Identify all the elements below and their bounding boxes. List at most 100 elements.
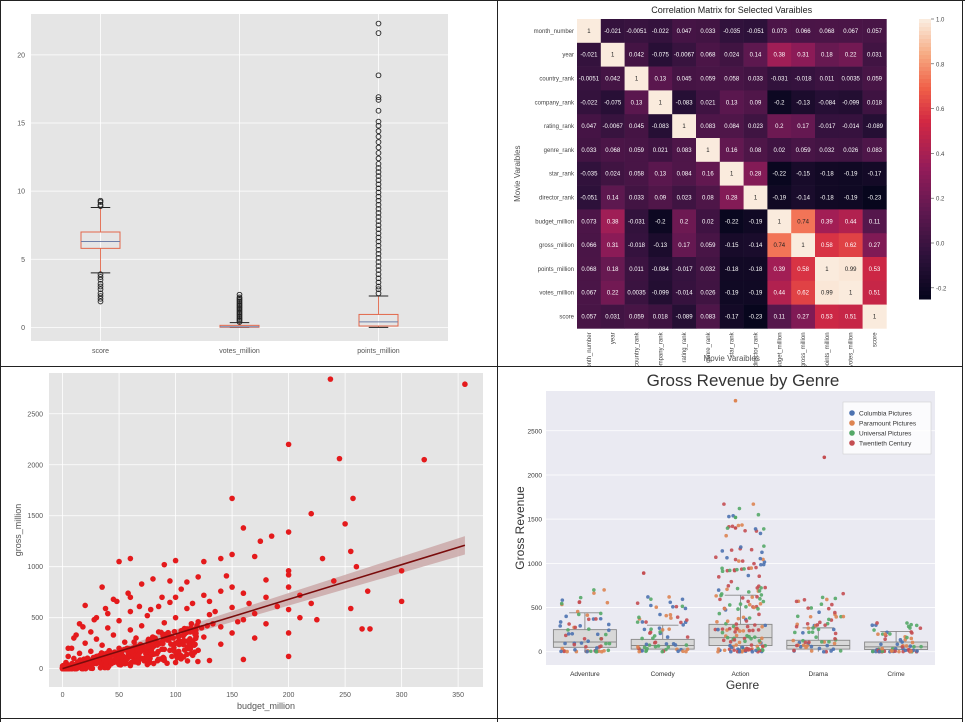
strip-point bbox=[737, 640, 742, 645]
strip-point bbox=[803, 640, 808, 645]
y-tick-label: 0 bbox=[21, 325, 25, 332]
scatter-point bbox=[201, 558, 207, 565]
strip-point bbox=[734, 643, 739, 647]
y-tick-label: 20 bbox=[17, 52, 25, 59]
scatter-point bbox=[421, 456, 428, 463]
heatmap-cell-value: 0.14 bbox=[607, 196, 619, 202]
strip-point bbox=[606, 648, 611, 653]
strip-point bbox=[910, 640, 915, 645]
heatmap-cell bbox=[648, 304, 673, 329]
heatmap-cell bbox=[743, 19, 768, 44]
scatter-point bbox=[251, 553, 258, 560]
legend-marker bbox=[849, 430, 855, 436]
outlier-point bbox=[97, 271, 104, 278]
strip-point bbox=[763, 623, 768, 628]
strip-point bbox=[666, 645, 671, 649]
heatmap-cell bbox=[577, 304, 602, 329]
outlier-point bbox=[97, 197, 104, 204]
strip-point bbox=[821, 649, 826, 654]
strip-point bbox=[760, 644, 765, 649]
scatter-point bbox=[350, 495, 356, 502]
heatmap-cell-value: 0.31 bbox=[797, 53, 809, 59]
strip-point bbox=[814, 635, 818, 639]
heatmap-cell-value: 0.39 bbox=[821, 219, 833, 225]
heatmap-cell-value: 0.045 bbox=[677, 77, 693, 83]
strip-point bbox=[754, 565, 758, 570]
strip-point bbox=[751, 628, 755, 633]
strip-point bbox=[585, 613, 590, 617]
col-tick-label: country_rank bbox=[635, 331, 641, 366]
heatmap-cell bbox=[719, 233, 744, 258]
heatmap-cell-value: -0.18 bbox=[749, 267, 763, 273]
outlier-point bbox=[97, 290, 104, 297]
heatmap-cell bbox=[767, 209, 792, 234]
heatmap-cell-value: -0.031 bbox=[628, 219, 646, 225]
heatmap-cell-value: 0.2 bbox=[775, 124, 784, 130]
colorbar-segment bbox=[919, 163, 931, 168]
heatmap-cell bbox=[862, 280, 887, 305]
colorbar-segment bbox=[919, 159, 931, 164]
strip-point bbox=[567, 622, 571, 626]
strip-point bbox=[740, 649, 744, 654]
colorbar-segment bbox=[919, 55, 931, 60]
scatter-point bbox=[104, 610, 111, 617]
strip-point bbox=[727, 626, 732, 631]
heatmap-cell bbox=[696, 304, 721, 329]
heatmap-cell bbox=[719, 280, 744, 305]
strip-point bbox=[746, 599, 750, 604]
scatter-point bbox=[121, 639, 128, 645]
scatter-point bbox=[170, 635, 177, 641]
strip-point bbox=[716, 647, 721, 651]
outlier-point bbox=[236, 294, 243, 301]
strip-point bbox=[635, 601, 640, 605]
heatmap-cell bbox=[791, 257, 816, 282]
heatmap-cell-value: -0.021 bbox=[604, 29, 622, 35]
scatter-point bbox=[240, 656, 247, 663]
scatter-point bbox=[161, 619, 168, 626]
strip-point bbox=[720, 549, 725, 553]
scatter-point bbox=[181, 647, 188, 653]
heatmap-cell-value: -0.2 bbox=[655, 219, 666, 225]
heatmap-cell bbox=[815, 280, 840, 305]
heatmap-cell bbox=[838, 161, 863, 186]
heatmap-cell-value: 0.2 bbox=[680, 219, 689, 225]
x-axis-label: Movie Varaibles bbox=[704, 354, 760, 363]
strip-point bbox=[750, 595, 755, 599]
x-tick-label: Drama bbox=[809, 671, 829, 678]
scatter-point bbox=[234, 618, 241, 625]
strip-point bbox=[733, 557, 738, 562]
strip-point bbox=[558, 620, 563, 624]
colorbar-tick-label: -0.2 bbox=[936, 286, 947, 292]
row-tick-label: budget_million bbox=[535, 219, 574, 225]
heatmap-cell bbox=[648, 90, 673, 115]
strip-point bbox=[811, 626, 815, 630]
strip-point bbox=[598, 611, 603, 616]
colorbar-segment bbox=[919, 19, 931, 24]
strip-point bbox=[637, 615, 641, 620]
heatmap-cell bbox=[624, 90, 649, 115]
outlier-point bbox=[97, 274, 104, 280]
strip-point bbox=[793, 630, 797, 635]
heatmap-cell-value: 0.057 bbox=[867, 29, 883, 35]
strip-point bbox=[731, 624, 736, 629]
heatmap-cell-value: 0.51 bbox=[845, 315, 857, 321]
heatmap-cell-value: 0.042 bbox=[605, 77, 621, 83]
strip-point bbox=[714, 594, 718, 598]
scatter-point bbox=[135, 660, 142, 666]
strip-point bbox=[809, 649, 814, 653]
outlier-point bbox=[375, 197, 382, 204]
heatmap-cell-value: 0.068 bbox=[605, 148, 621, 154]
scatter-point bbox=[127, 627, 134, 633]
heatmap-cell bbox=[696, 90, 721, 115]
heatmap-cell bbox=[672, 185, 697, 210]
scatter-point bbox=[155, 648, 161, 655]
strip-point bbox=[716, 575, 721, 579]
scatter-point bbox=[206, 598, 213, 605]
colorbar-segment bbox=[919, 263, 931, 268]
scatter-point bbox=[263, 620, 269, 627]
strip-point bbox=[806, 606, 810, 610]
outlier-point bbox=[375, 20, 382, 27]
strip-point bbox=[730, 524, 735, 529]
scatter-point bbox=[319, 555, 326, 562]
colorbar-segment bbox=[919, 267, 931, 272]
